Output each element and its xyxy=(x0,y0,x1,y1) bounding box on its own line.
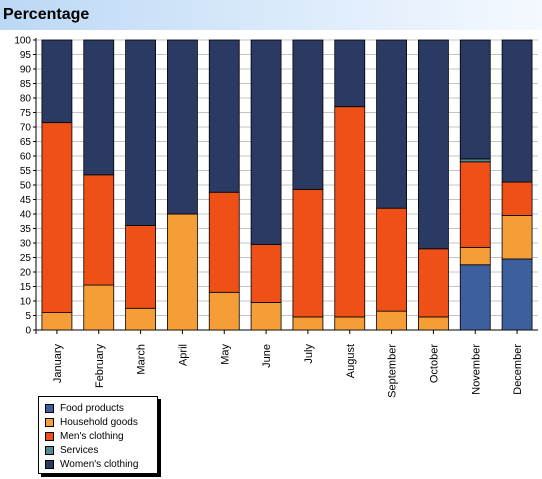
y-tick-label: 40 xyxy=(20,210,32,221)
y-tick-label: 10 xyxy=(20,297,32,308)
y-tick-label: 15 xyxy=(20,282,32,293)
y-tick-label: 80 xyxy=(20,94,32,105)
x-tick-label: January xyxy=(52,344,64,384)
bar-segment xyxy=(125,307,156,331)
bar-segment xyxy=(334,39,366,108)
legend-item: Men's clothing xyxy=(45,429,124,443)
bar-segment xyxy=(208,191,240,293)
y-tick-label: 55 xyxy=(20,166,32,177)
bar-segment xyxy=(418,39,449,250)
bar-segment xyxy=(459,39,491,160)
bar-segment xyxy=(208,291,240,331)
legend-item: Food products xyxy=(45,401,124,415)
bar-segment xyxy=(83,284,115,331)
legend-item: Household goods xyxy=(45,415,138,429)
y-tick-label: 70 xyxy=(20,123,32,134)
bar-segment xyxy=(292,39,324,190)
bar-segment xyxy=(41,122,73,313)
bar-segment xyxy=(459,158,491,163)
y-tick-label: 100 xyxy=(14,36,31,47)
x-tick-label: December xyxy=(512,344,524,395)
bar-segment xyxy=(41,39,73,124)
bar-segment xyxy=(459,264,491,331)
bar-segment xyxy=(418,316,449,331)
y-tick-label: 85 xyxy=(20,79,32,90)
y-tick-label: 20 xyxy=(20,268,32,279)
bar-segment xyxy=(334,316,366,331)
bar-segment xyxy=(501,215,533,260)
bar-segment xyxy=(250,39,282,245)
y-tick-label: 60 xyxy=(20,152,32,163)
legend-label: Men's clothing xyxy=(60,430,124,442)
y-tick-label: 30 xyxy=(20,239,32,250)
y-tick-label: 50 xyxy=(20,181,32,192)
bar-segment xyxy=(41,312,73,331)
legend-swatch xyxy=(45,431,54,441)
legend-item: Services xyxy=(45,443,98,457)
bar-segment xyxy=(334,106,366,318)
y-tick-label: 75 xyxy=(20,108,32,119)
bar-segment xyxy=(501,258,533,331)
bar-segment xyxy=(83,39,115,176)
bar-segment xyxy=(501,39,533,183)
x-tick-label: April xyxy=(177,344,189,366)
y-tick-label: 5 xyxy=(25,311,31,322)
legend-label: Food products xyxy=(60,402,124,414)
bar-segment xyxy=(250,302,282,331)
bar-segment xyxy=(376,39,407,209)
bar-segment xyxy=(501,181,533,216)
legend-swatch xyxy=(45,445,54,455)
chart-title: Percentage xyxy=(3,6,90,23)
bar-segment xyxy=(292,188,324,318)
x-tick-label: July xyxy=(303,344,315,364)
bar-segment xyxy=(459,246,491,266)
x-tick-label: March xyxy=(136,344,148,375)
y-tick-label: 65 xyxy=(20,137,32,148)
bar-segment xyxy=(125,39,156,227)
legend-label: Household goods xyxy=(60,416,138,428)
x-tick-label: June xyxy=(261,344,273,368)
bar-segment xyxy=(250,244,282,303)
x-tick-label: August xyxy=(345,344,357,378)
bar-segment xyxy=(418,248,449,318)
bar-segment xyxy=(83,174,115,286)
chart-title-bar: Percentage xyxy=(0,0,542,30)
x-tick-label: November xyxy=(470,344,482,395)
bar-segment xyxy=(376,207,407,312)
y-tick-label: 25 xyxy=(20,253,32,264)
x-tick-label: May xyxy=(219,344,231,365)
legend-label: Women's clothing xyxy=(60,458,139,470)
legend-label: Services xyxy=(60,444,99,456)
x-tick-label: September xyxy=(387,344,399,398)
bar-segment xyxy=(208,39,240,193)
bar-segment xyxy=(292,316,324,331)
y-tick-label: 35 xyxy=(20,224,32,235)
bar-segment xyxy=(167,213,198,331)
bar-segment xyxy=(459,161,491,248)
legend-swatch xyxy=(45,417,54,427)
bar-segment xyxy=(125,225,156,309)
bar-segment xyxy=(376,310,407,331)
legend-swatch xyxy=(45,459,54,469)
y-tick-label: 95 xyxy=(20,50,32,61)
legend-swatch xyxy=(45,403,54,413)
x-tick-label: October xyxy=(428,344,440,383)
y-tick-label: 0 xyxy=(25,326,31,337)
chart-legend: Food products Household goods Men's clothi… xyxy=(38,396,158,474)
legend-item: Women's clothing xyxy=(45,457,138,471)
x-tick-label: February xyxy=(94,344,106,389)
y-tick-label: 90 xyxy=(20,65,32,76)
y-tick-label: 45 xyxy=(20,195,32,206)
bar-segment xyxy=(167,39,198,215)
